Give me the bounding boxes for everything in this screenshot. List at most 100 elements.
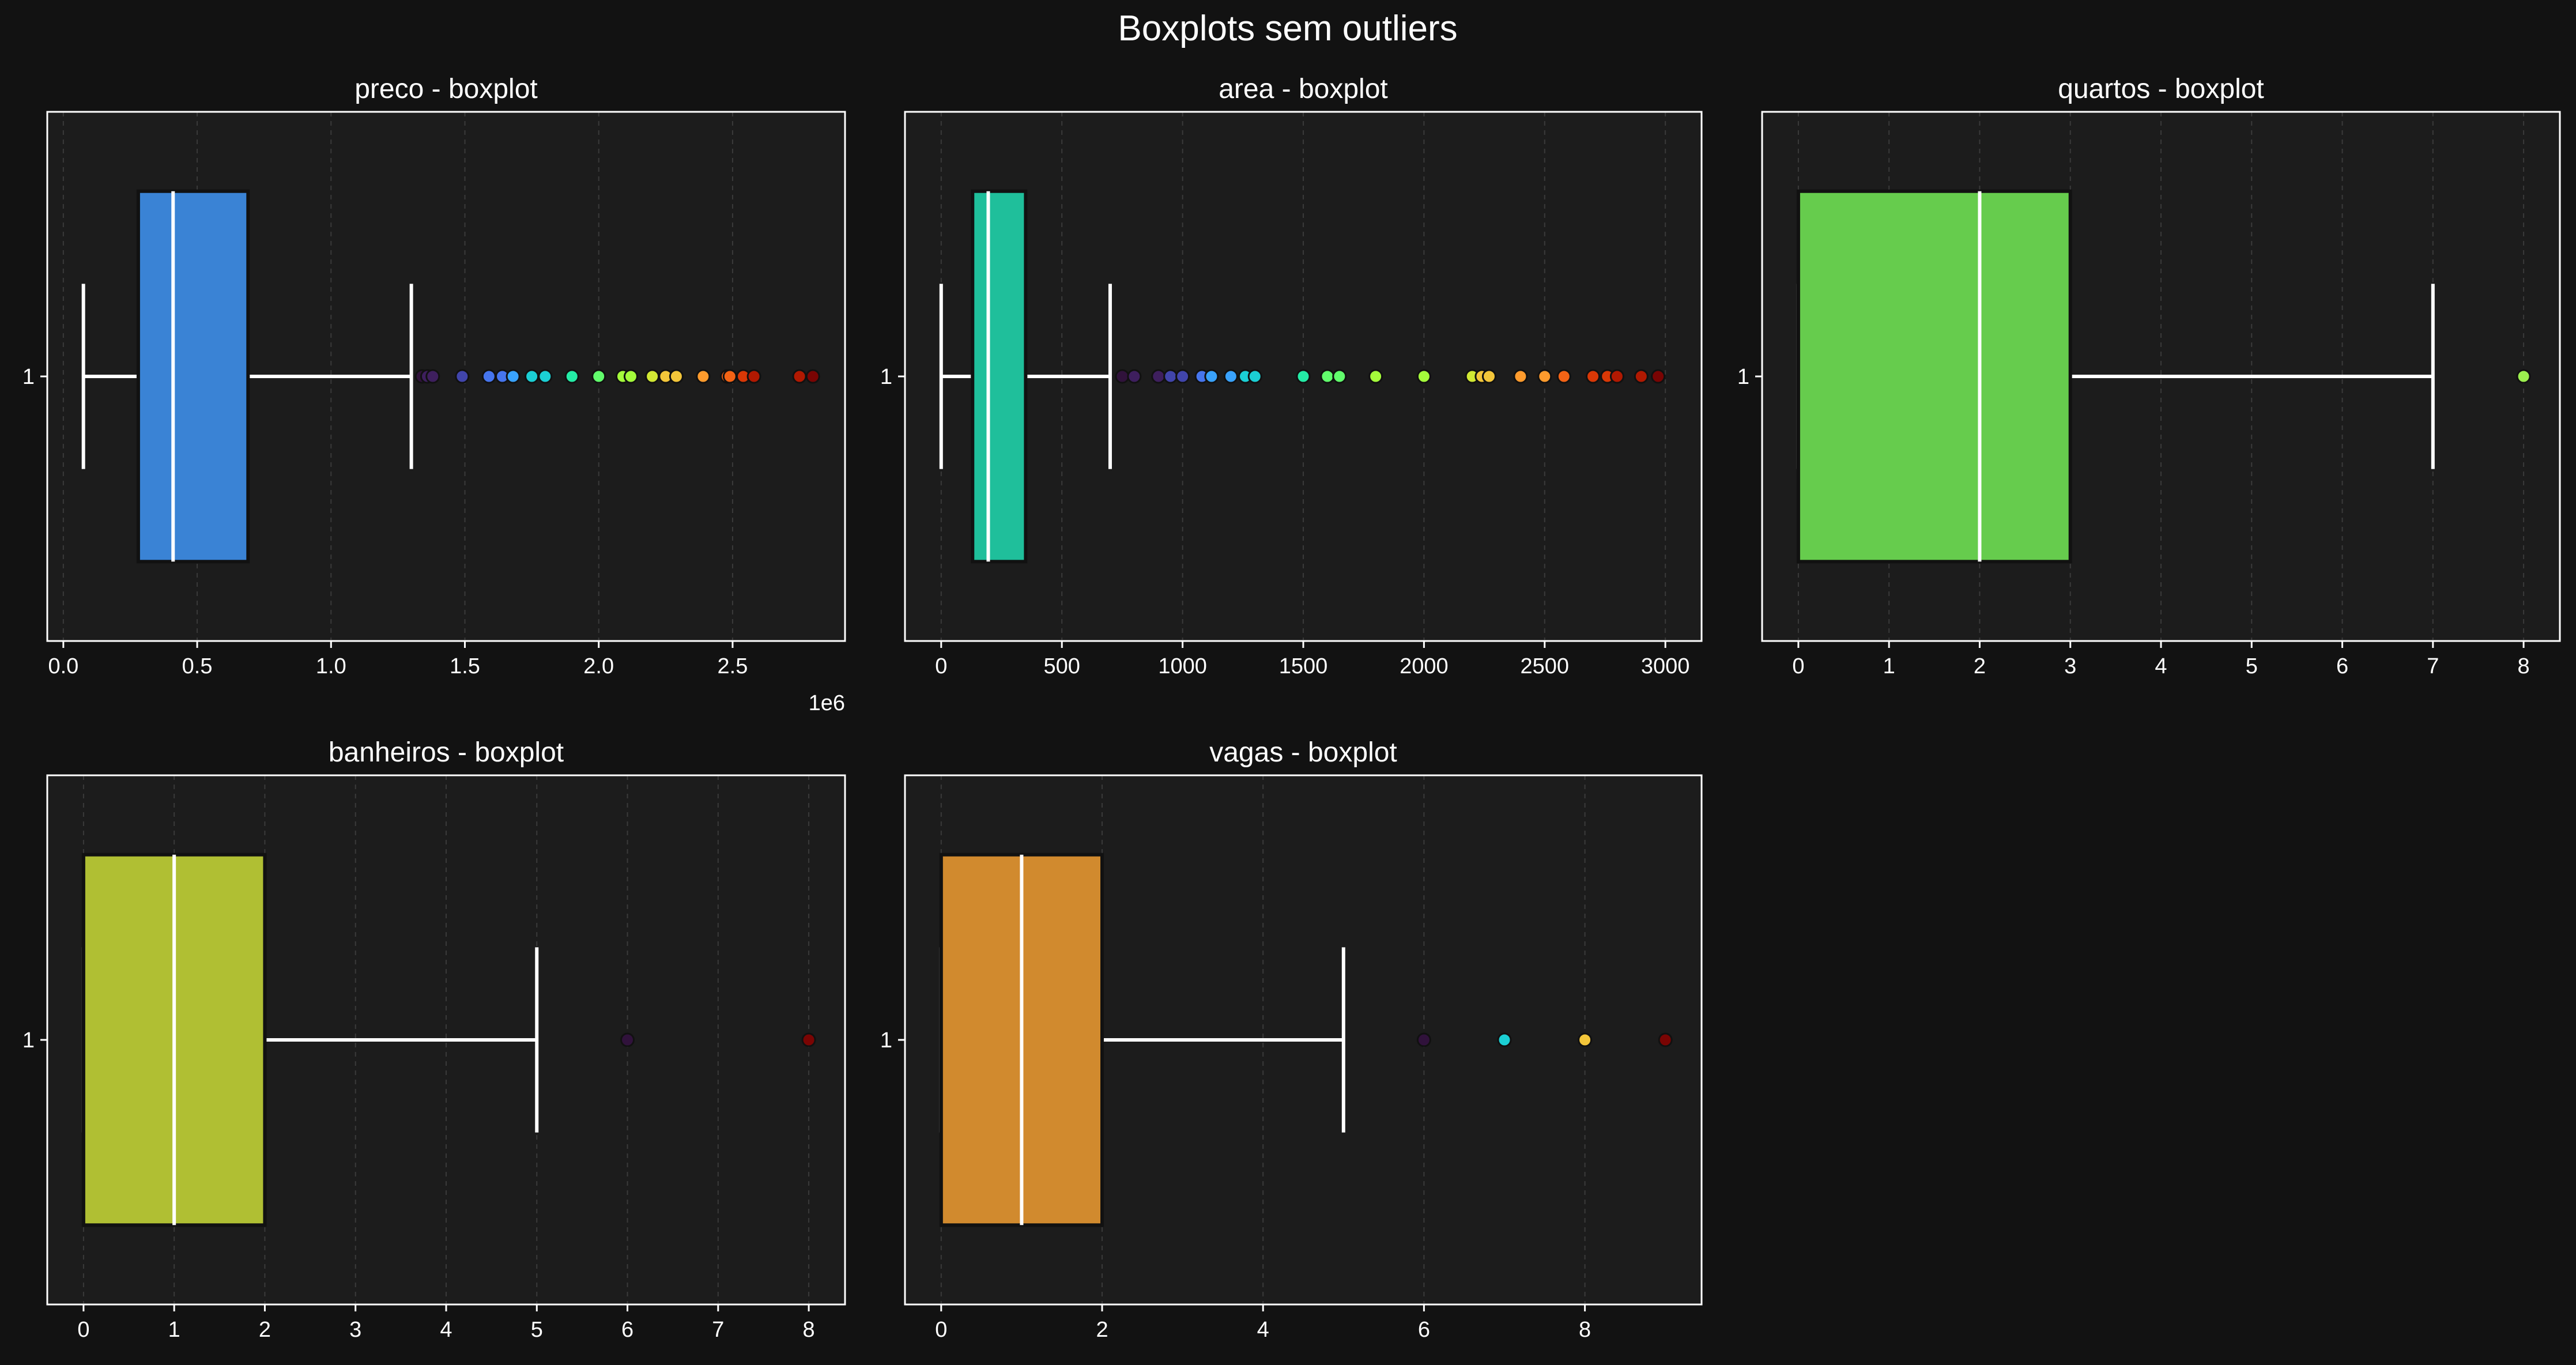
x-tick-label: 6: [1418, 1318, 1430, 1342]
subplot-1: 0 500 1000 1500 2000 2500 3000 1 area - boxplot: [880, 74, 1703, 678]
outlier-point: [538, 369, 553, 384]
x-tick-label: 0: [1792, 654, 1804, 678]
y-tick-label: 1: [880, 365, 892, 389]
outlier-point: [1416, 1032, 1431, 1047]
outlier-point: [696, 369, 711, 384]
x-tick-label: 8: [2518, 654, 2530, 678]
outlier-point: [1634, 369, 1649, 384]
x-tick-label: 2000: [1400, 654, 1449, 678]
x-tick-label: 1000: [1158, 654, 1207, 678]
outlier-point: [722, 369, 737, 384]
x-tick-label: 1: [1883, 654, 1895, 678]
outlier-point: [645, 369, 660, 384]
x-tick-label: 5: [531, 1318, 543, 1342]
x-tick-label: 7: [2427, 654, 2439, 678]
outlier-point: [1537, 369, 1552, 384]
y-tick-label: 1: [1737, 365, 1749, 389]
subplot-0: 0.0 0.5 1.0 1.5 2.0 2.5 1 preco - boxplot 1e6: [22, 74, 846, 715]
outlier-point: [591, 369, 606, 384]
outlier-point: [792, 369, 807, 384]
x-tick-label: 5: [2246, 654, 2258, 678]
outlier-point: [620, 1032, 635, 1047]
outlier-point: [1127, 369, 1142, 384]
outlier-point: [1175, 369, 1190, 384]
x-tick-label: 8: [803, 1318, 815, 1342]
outlier-point: [1151, 369, 1166, 384]
y-tick-label: 1: [880, 1028, 892, 1053]
outlier-point: [455, 369, 470, 384]
outlier-point: [1556, 369, 1571, 384]
outlier-point: [525, 369, 540, 384]
outlier-point: [1296, 369, 1311, 384]
subplot-title: vagas - boxplot: [1209, 737, 1397, 768]
outlier-point: [623, 369, 638, 384]
outlier-point: [746, 369, 761, 384]
outlier-point: [481, 369, 496, 384]
x-tick-label: 0: [77, 1318, 89, 1342]
subplot-4: 0 2 4 6 8 1 vagas - boxplot: [880, 737, 1703, 1342]
outlier-point: [1368, 369, 1383, 384]
box-iqr: [136, 189, 250, 564]
outlier-point: [1332, 369, 1347, 384]
subplot-title: banheiros - boxplot: [329, 737, 564, 768]
x-tick-label: 2.5: [718, 654, 748, 678]
outlier-point: [669, 369, 684, 384]
x-tick-label: 1.0: [316, 654, 346, 678]
subplot-title: quartos - boxplot: [2058, 74, 2264, 104]
x-tick-label: 3: [349, 1318, 361, 1342]
x-tick-label: 6: [621, 1318, 633, 1342]
x-tick-label: 4: [2155, 654, 2167, 678]
outlier-point: [1481, 369, 1496, 384]
outlier-point: [801, 1032, 816, 1047]
outlier-point: [1115, 369, 1130, 384]
x-tick-label: 3: [2064, 654, 2076, 678]
x-tick-label: 0.5: [182, 654, 213, 678]
x-tick-label: 4: [440, 1318, 452, 1342]
x-tick-label: 2: [1974, 654, 1986, 678]
outlier-point: [2516, 369, 2531, 384]
outlier-point: [425, 369, 440, 384]
x-tick-label: 2.0: [583, 654, 614, 678]
box-iqr: [971, 189, 1028, 564]
x-tick-label: 2500: [1521, 654, 1570, 678]
x-tick-label: 1: [168, 1318, 180, 1342]
outlier-point: [506, 369, 521, 384]
x-tick-label: 3000: [1641, 654, 1690, 678]
subplot-title: preco - boxplot: [354, 74, 538, 104]
x-tick-label: 0: [935, 1318, 947, 1342]
outlier-point: [1163, 369, 1178, 384]
x-tick-label: 1.5: [450, 654, 480, 678]
outlier-point: [1609, 369, 1624, 384]
y-tick-label: 1: [22, 365, 35, 389]
x-tick-label: 2: [259, 1318, 271, 1342]
box-iqr: [1796, 189, 2072, 564]
x-tick-label: 1500: [1279, 654, 1328, 678]
y-tick-label: 1: [22, 1028, 35, 1053]
outlier-point: [1320, 369, 1335, 384]
outlier-point: [805, 369, 820, 384]
outlier-point: [1223, 369, 1238, 384]
x-tick-label: 0.0: [48, 654, 78, 678]
figure-title: Boxplots sem outliers: [1118, 9, 1457, 48]
x-tick-label: 8: [1579, 1318, 1591, 1342]
x-tick-label: 500: [1044, 654, 1080, 678]
outlier-point: [1497, 1032, 1512, 1047]
outlier-point: [1513, 369, 1528, 384]
outlier-point: [1416, 369, 1431, 384]
outlier-point: [564, 369, 579, 384]
subplot-2: 0 1 2 3 4 5 6 7 8 1 quartos - boxplot: [1737, 74, 2561, 678]
x-tick-label: 6: [2336, 654, 2348, 678]
x-tick-label: 0: [935, 654, 947, 678]
outlier-point: [1651, 369, 1666, 384]
outlier-point: [1578, 1032, 1593, 1047]
x-tick-label: 7: [712, 1318, 724, 1342]
outlier-point: [1204, 369, 1219, 384]
subplot-title: area - boxplot: [1219, 74, 1388, 104]
x-tick-label: 4: [1257, 1318, 1269, 1342]
outlier-point: [1247, 369, 1262, 384]
outlier-point: [1586, 369, 1601, 384]
outlier-point: [1658, 1032, 1673, 1047]
x-tick-label: 2: [1096, 1318, 1108, 1342]
